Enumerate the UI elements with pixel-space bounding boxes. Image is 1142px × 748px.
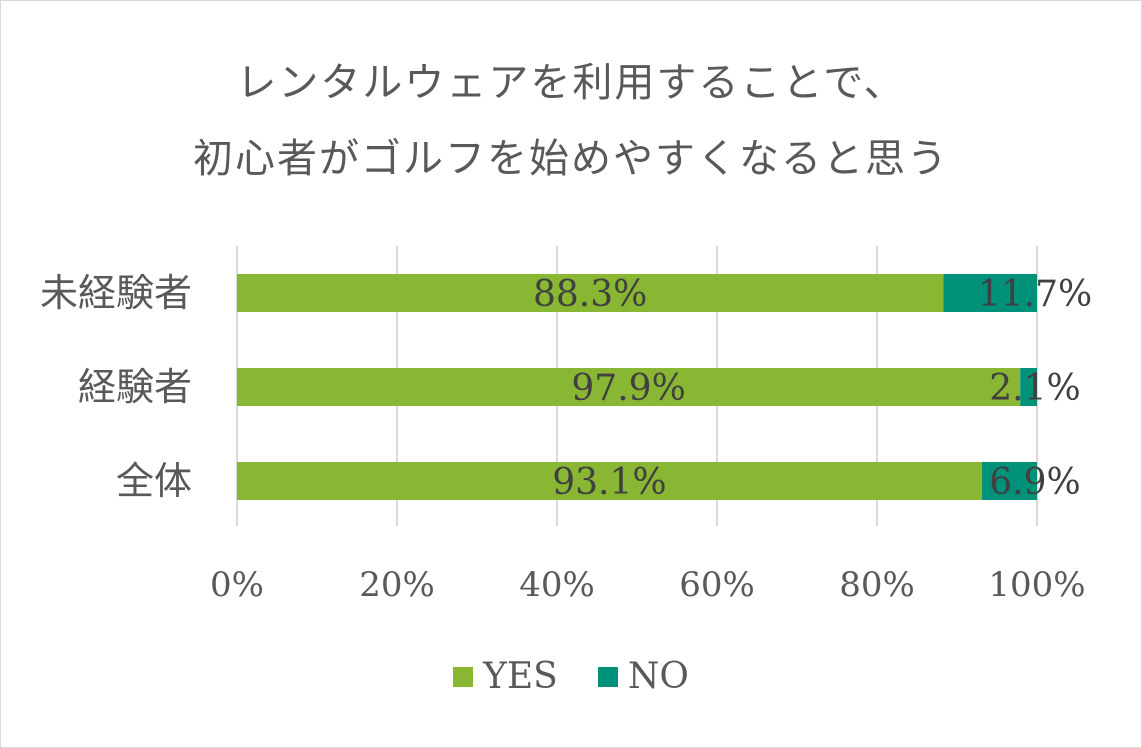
bar-no-2 — [981, 462, 1037, 500]
data-label-yes-2: 93.1% — [552, 462, 666, 503]
data-label-no-1: 2.1% — [989, 368, 1080, 409]
chart-legend: YES NO — [0, 656, 1142, 697]
bar-yes-0 — [237, 274, 944, 312]
legend-swatch-no — [597, 666, 618, 687]
legend-item-no: NO — [597, 656, 689, 697]
x-tick-label-3: 60% — [679, 565, 755, 605]
category-label-1: 経験者 — [78, 365, 192, 409]
bar-no-1 — [1020, 368, 1037, 406]
data-label-no-0: 11.7% — [978, 274, 1092, 315]
bar-yes-2 — [237, 462, 982, 500]
legend-label-yes: YES — [483, 656, 558, 697]
chart-title-line-1: レンタルウェアを利用することで、 — [236, 60, 906, 106]
x-tick-label-2: 40% — [519, 565, 595, 605]
bar-no-0 — [943, 274, 1037, 312]
category-label-2: 全体 — [116, 459, 192, 503]
x-tick-label-5: 100% — [988, 565, 1085, 605]
data-label-yes-0: 88.3% — [533, 274, 647, 315]
x-tick-label-0: 0% — [210, 565, 264, 605]
data-label-yes-1: 97.9% — [571, 368, 685, 409]
category-label-0: 未経験者 — [40, 271, 192, 315]
x-tick-label-4: 80% — [839, 565, 915, 605]
data-label-no-2: 6.9% — [989, 462, 1080, 503]
chart-title-line-2: 初心者がゴルフを始めやすくなると思う — [193, 136, 949, 182]
legend-item-yes: YES — [453, 656, 558, 697]
x-tick-label-1: 20% — [359, 565, 435, 605]
legend-swatch-yes — [453, 666, 474, 687]
legend-label-no: NO — [627, 656, 689, 697]
bar-yes-1 — [237, 368, 1021, 406]
